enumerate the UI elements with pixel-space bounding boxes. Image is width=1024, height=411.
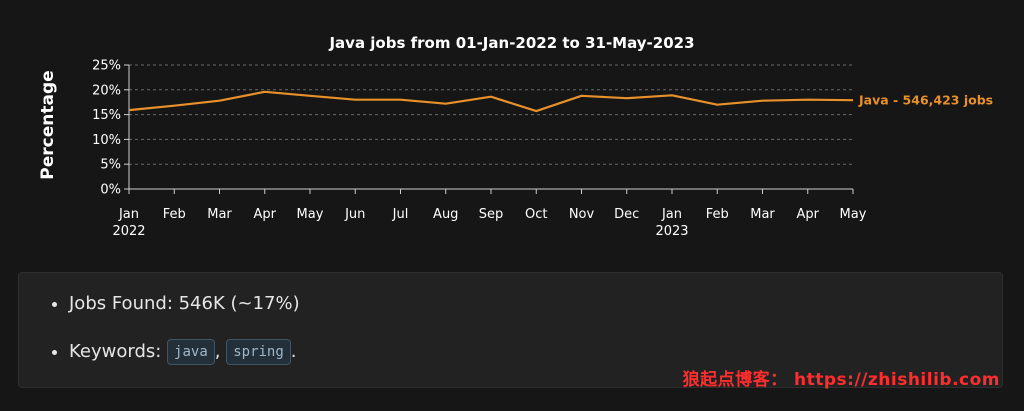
- keyword-terminator: .: [290, 341, 297, 362]
- site-watermark: 狼起点博客： https://zhishilib.com: [682, 370, 1000, 390]
- axes: [124, 64, 854, 194]
- y-tick-label: 10%: [92, 133, 121, 148]
- job-summary-card: Jobs Found: 546K (~17%) Keywords: java, …: [18, 272, 1003, 388]
- keyword-separator: ,: [214, 341, 227, 362]
- x-tick-label: Jul: [392, 207, 409, 222]
- x-tick-label: Jan: [661, 207, 682, 222]
- keywords-item: Keywords: java, spring.: [69, 339, 1002, 365]
- x-tick-label: Oct: [525, 207, 547, 222]
- keywords-label: Keywords:: [69, 341, 168, 362]
- jobs-found-text: Jobs Found: 546K (~17%): [69, 293, 300, 314]
- jobs-found-item: Jobs Found: 546K (~17%): [69, 291, 1002, 317]
- series-line: [128, 90, 854, 113]
- line-chart: Java jobs from 01-Jan-2022 to 31-May-202…: [38, 34, 993, 240]
- keyword-chip-java[interactable]: java: [167, 339, 215, 365]
- x-tick-year-label: 2022: [112, 224, 145, 239]
- x-tick-label: Aug: [433, 207, 458, 222]
- x-tick-label: Jun: [344, 207, 365, 222]
- tick-labels: 0% 5% 10% 15% 20% 25% Jan 2022 Feb Mar Apr May Jun Ju…: [92, 59, 867, 240]
- y-tick-label: 20%: [92, 83, 121, 98]
- keyword-chip-spring[interactable]: spring: [226, 339, 291, 365]
- x-tick-label: Apr: [254, 207, 277, 222]
- x-tick-label: Sep: [479, 207, 504, 222]
- summary-list: Jobs Found: 546K (~17%) Keywords: java, …: [19, 273, 1002, 365]
- chart-area: Java jobs from 01-Jan-2022 to 31-May-202…: [38, 34, 993, 240]
- x-tick-year-label: 2023: [655, 224, 688, 239]
- y-tick-label: 5%: [100, 158, 121, 173]
- series-label: Java - 546,423 jobs: [858, 93, 993, 108]
- x-tick-label: Apr: [797, 207, 820, 222]
- chart-title: Java jobs from 01-Jan-2022 to 31-May-202…: [328, 34, 694, 52]
- y-axis-label: Percentage: [38, 70, 58, 179]
- x-tick-label: Mar: [750, 207, 775, 222]
- x-tick-label: Jan: [118, 207, 139, 222]
- x-tick-label: Dec: [614, 207, 639, 222]
- y-tick-label: 25%: [92, 59, 121, 74]
- x-tick-label: Nov: [569, 207, 595, 222]
- y-tick-label: 15%: [92, 108, 121, 123]
- x-tick-label: May: [840, 207, 867, 222]
- x-tick-label: Mar: [207, 207, 232, 222]
- x-tick-label: Feb: [706, 207, 729, 222]
- x-tick-label: Feb: [163, 207, 186, 222]
- x-tick-label: May: [297, 207, 324, 222]
- grid-lines: [129, 64, 853, 165]
- series-layer: Java - 546,423 jobs: [128, 90, 993, 113]
- y-tick-label: 0%: [100, 183, 121, 198]
